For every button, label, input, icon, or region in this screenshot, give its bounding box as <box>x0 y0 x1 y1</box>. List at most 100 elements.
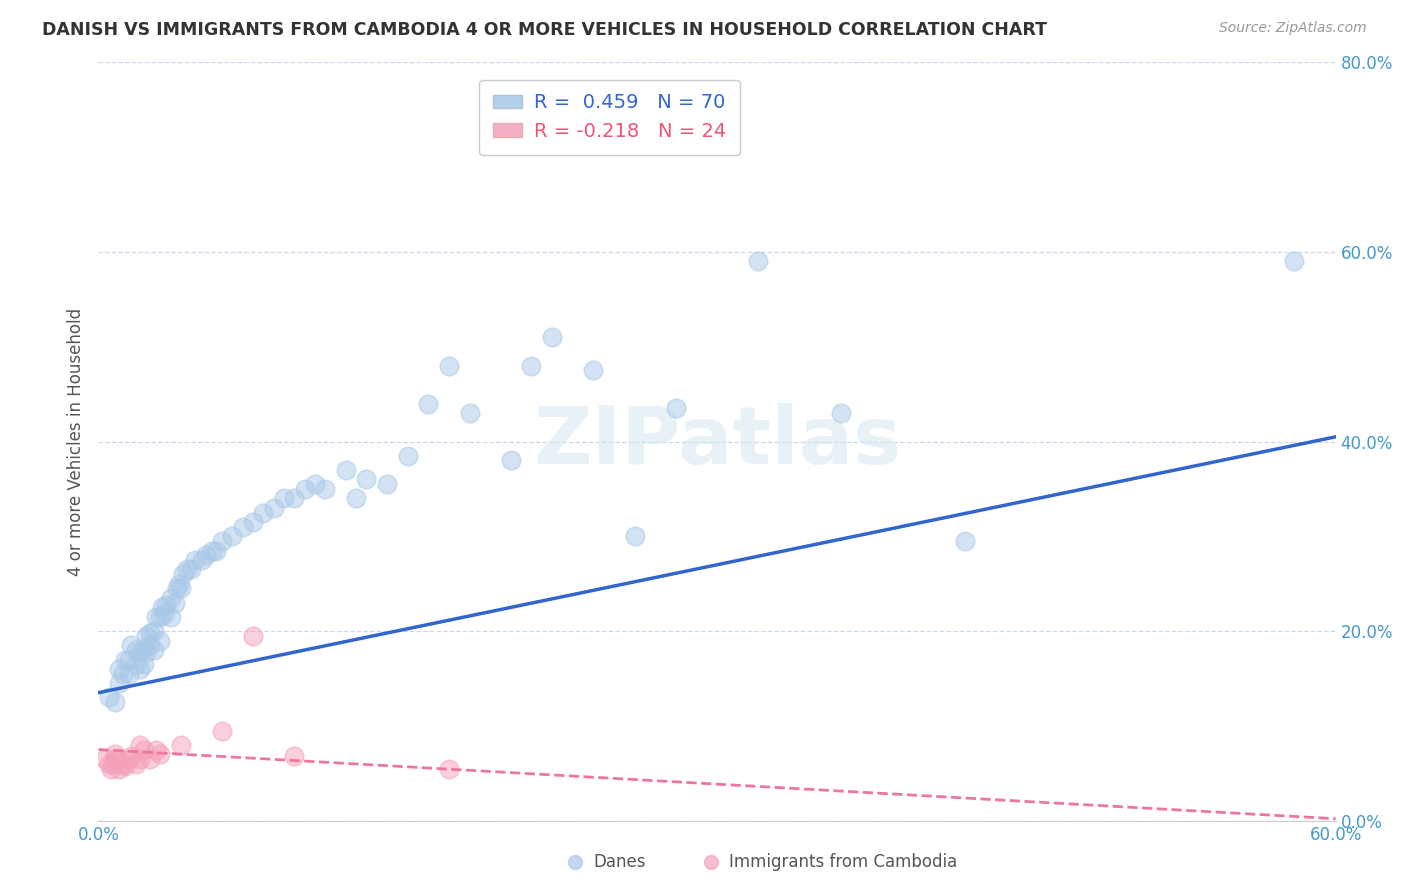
Point <box>159 591 181 605</box>
Point <box>458 406 481 420</box>
Point <box>128 752 150 766</box>
Point <box>205 543 228 558</box>
Point <box>159 610 181 624</box>
Point <box>344 491 367 506</box>
Point <box>418 396 440 410</box>
Point <box>167 576 190 591</box>
Point <box>665 401 688 416</box>
Point <box>294 482 316 496</box>
Point <box>112 666 135 681</box>
Point <box>1284 254 1306 268</box>
Text: ZIPatlas: ZIPatlas <box>533 402 901 481</box>
Point <box>541 330 564 344</box>
Point <box>100 762 122 776</box>
Point <box>132 641 155 656</box>
Point <box>166 582 188 596</box>
Point <box>112 756 135 771</box>
Point <box>221 529 243 543</box>
Point <box>375 477 398 491</box>
Point <box>143 643 166 657</box>
Point <box>163 596 186 610</box>
Point <box>263 500 285 515</box>
Point <box>143 624 166 639</box>
Point <box>180 562 202 576</box>
Point <box>953 534 976 549</box>
Point <box>335 463 357 477</box>
Point <box>190 553 212 567</box>
Point <box>97 690 120 705</box>
Point <box>582 363 605 377</box>
Point <box>153 607 176 621</box>
Point <box>149 633 172 648</box>
Point <box>120 749 142 764</box>
Point <box>170 738 193 752</box>
Point <box>108 762 131 776</box>
Point <box>135 645 157 659</box>
Point <box>184 553 207 567</box>
Point <box>499 453 522 467</box>
Point <box>830 406 852 420</box>
Point <box>139 638 162 652</box>
Point <box>283 749 305 764</box>
Point <box>118 652 141 666</box>
Point <box>396 449 419 463</box>
Point <box>150 600 173 615</box>
Text: Immigrants from Cambodia: Immigrants from Cambodia <box>730 854 957 871</box>
Point <box>124 756 146 771</box>
Point <box>108 662 131 676</box>
Point <box>232 520 254 534</box>
Point <box>356 473 378 487</box>
Point <box>114 652 136 666</box>
Point <box>97 756 120 771</box>
Point <box>120 638 142 652</box>
Point <box>520 359 543 373</box>
Point <box>104 752 127 766</box>
Point <box>149 747 172 762</box>
Point <box>283 491 305 506</box>
Point <box>211 534 233 549</box>
Point <box>314 482 336 496</box>
Point <box>128 738 150 752</box>
Point <box>128 662 150 676</box>
Point <box>139 752 162 766</box>
Point <box>304 477 326 491</box>
Point <box>104 747 127 762</box>
Point <box>252 506 274 520</box>
Point <box>118 752 141 766</box>
Point <box>155 598 177 612</box>
Legend: R =  0.459   N = 70, R = -0.218   N = 24: R = 0.459 N = 70, R = -0.218 N = 24 <box>479 79 740 154</box>
Point <box>132 657 155 672</box>
Point <box>132 742 155 756</box>
Point <box>623 529 645 543</box>
Point <box>108 752 131 766</box>
Point <box>176 562 198 576</box>
Text: Danes: Danes <box>593 854 645 871</box>
Point <box>172 567 194 582</box>
Point <box>149 610 172 624</box>
Point <box>201 543 224 558</box>
Point <box>437 762 460 776</box>
Point <box>1108 865 1130 880</box>
Point <box>242 629 264 643</box>
Point <box>437 359 460 373</box>
Point <box>101 756 124 771</box>
Text: DANISH VS IMMIGRANTS FROM CAMBODIA 4 OR MORE VEHICLES IN HOUSEHOLD CORRELATION C: DANISH VS IMMIGRANTS FROM CAMBODIA 4 OR … <box>42 21 1047 39</box>
Point <box>242 515 264 529</box>
Point <box>145 610 167 624</box>
Point <box>882 865 904 880</box>
Point <box>194 548 217 563</box>
Text: Source: ZipAtlas.com: Source: ZipAtlas.com <box>1219 21 1367 36</box>
Point <box>211 723 233 738</box>
Point <box>145 742 167 756</box>
Point <box>104 695 127 709</box>
Point <box>139 626 162 640</box>
Point <box>747 254 769 268</box>
Point <box>124 643 146 657</box>
Point <box>108 676 131 690</box>
Point <box>170 582 193 596</box>
Point <box>273 491 295 506</box>
Point <box>114 758 136 772</box>
Point <box>118 666 141 681</box>
Point <box>124 657 146 672</box>
Y-axis label: 4 or more Vehicles in Household: 4 or more Vehicles in Household <box>66 308 84 575</box>
